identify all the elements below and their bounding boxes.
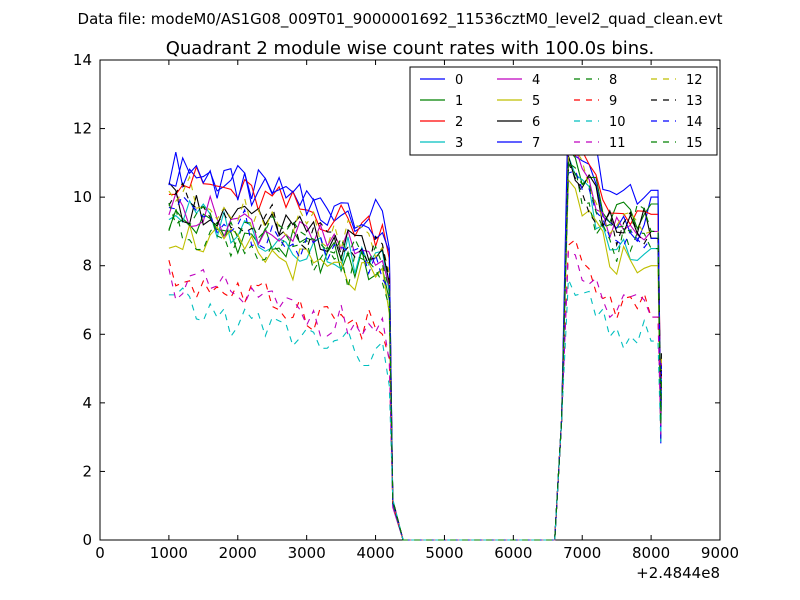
x-tick-label: 7000 bbox=[563, 544, 601, 562]
x-tick-label: 1000 bbox=[150, 544, 188, 562]
legend-label-0: 0 bbox=[455, 73, 463, 88]
series-line-11 bbox=[168, 251, 662, 541]
x-tick-label: 5000 bbox=[425, 544, 463, 562]
series-line-7 bbox=[168, 94, 662, 541]
y-tick-label: 0 bbox=[82, 531, 92, 549]
x-offset-label: +2.4844e8 bbox=[636, 564, 720, 582]
series-line-3 bbox=[168, 155, 662, 541]
y-tick-label: 10 bbox=[73, 188, 92, 206]
plot-area bbox=[168, 94, 662, 541]
series-line-9 bbox=[168, 238, 662, 541]
y-tick-label: 14 bbox=[73, 51, 92, 69]
legend-label-11: 11 bbox=[609, 136, 626, 151]
y-tick-label: 4 bbox=[82, 394, 92, 412]
chart-suptitle: Data file: modeM0/AS1G08_009T01_90000016… bbox=[78, 10, 723, 29]
series-line-8 bbox=[168, 161, 662, 541]
legend-label-1: 1 bbox=[455, 94, 463, 109]
y-tick-label: 8 bbox=[82, 257, 92, 275]
legend-label-14: 14 bbox=[686, 115, 703, 130]
series-line-6 bbox=[168, 155, 662, 541]
legend-label-10: 10 bbox=[609, 115, 626, 130]
x-tick-label: 8000 bbox=[632, 544, 670, 562]
series-line-10 bbox=[168, 279, 662, 541]
legend-label-5: 5 bbox=[532, 94, 540, 109]
tick-labels: 0 1000 2000 3000 4000 5000 6000 7000 8000 9000 0 2 4… bbox=[73, 51, 739, 562]
series-line-5 bbox=[168, 178, 662, 541]
series-line-12 bbox=[168, 148, 662, 541]
legend-label-12: 12 bbox=[686, 73, 703, 88]
series-line-13 bbox=[168, 162, 662, 541]
x-tick-label: 2000 bbox=[219, 544, 257, 562]
series-line-15 bbox=[168, 161, 662, 541]
legend-label-9: 9 bbox=[609, 94, 617, 109]
legend-label-6: 6 bbox=[532, 115, 540, 130]
series-line-0 bbox=[168, 128, 662, 541]
legend-label-13: 13 bbox=[686, 94, 703, 109]
legend-label-2: 2 bbox=[455, 115, 463, 130]
legend-label-8: 8 bbox=[609, 73, 617, 88]
legend-box bbox=[409, 66, 718, 156]
x-tick-label: 9000 bbox=[701, 544, 739, 562]
legend-label-3: 3 bbox=[455, 136, 463, 151]
legend-label-15: 15 bbox=[686, 136, 703, 151]
y-tick-label: 6 bbox=[82, 325, 92, 343]
x-tick-label: 4000 bbox=[356, 544, 394, 562]
chart-title: Quadrant 2 module wise count rates with … bbox=[166, 38, 655, 59]
legend-label-7: 7 bbox=[532, 136, 540, 151]
x-tick-label: 0 bbox=[95, 544, 105, 562]
y-tick-label: 12 bbox=[73, 120, 92, 138]
legend-label-4: 4 bbox=[532, 73, 540, 88]
x-tick-label: 3000 bbox=[288, 544, 326, 562]
y-tick-label: 2 bbox=[82, 462, 92, 480]
x-tick-label: 6000 bbox=[494, 544, 532, 562]
series-line-2 bbox=[168, 131, 662, 541]
